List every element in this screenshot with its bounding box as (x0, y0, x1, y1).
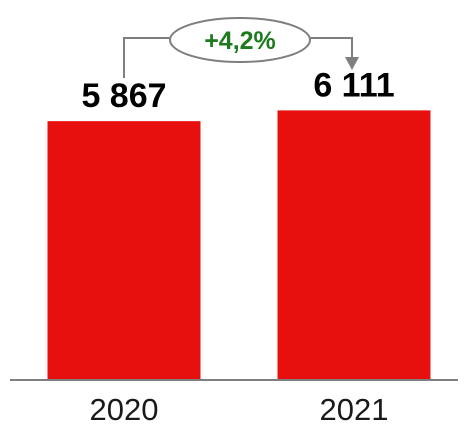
growth-percentage-label: +4,2% (204, 27, 276, 55)
growth-bubble (169, 17, 311, 63)
bar-2020 (47, 121, 201, 380)
growth-annotation: +4,2% (123, 17, 359, 78)
labels-layer: 5 867 2020 6 111 2021 (81, 66, 394, 426)
x-tick-label-2021: 2021 (320, 392, 389, 426)
arrow-down-icon (345, 57, 359, 70)
value-label-2021: 6 111 (313, 66, 394, 104)
bars-layer (47, 110, 431, 380)
value-label-2020: 5 867 (81, 77, 166, 115)
x-tick-label-2020: 2020 (90, 392, 159, 426)
bar-2021 (277, 110, 431, 380)
